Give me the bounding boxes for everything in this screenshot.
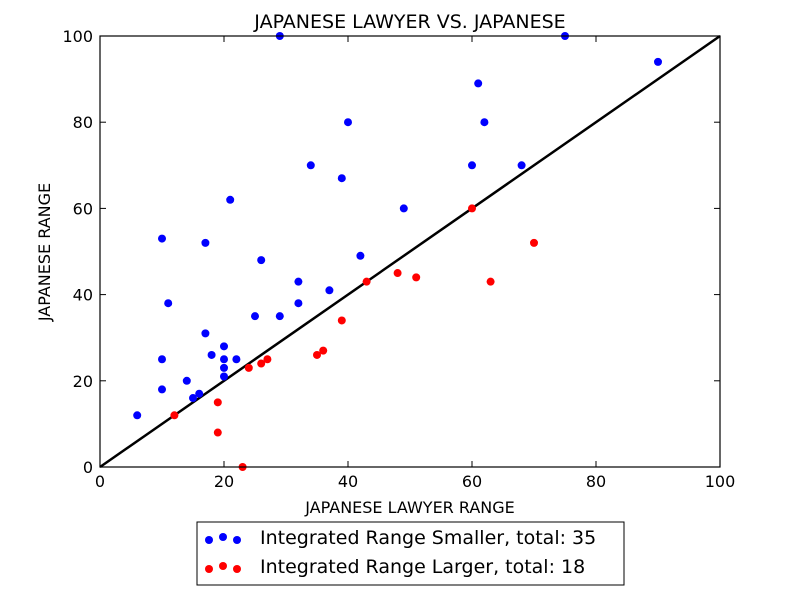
data-point-larger	[530, 238, 538, 247]
legend-marker	[205, 536, 213, 544]
y-axis-label: JAPANESE RANGE	[35, 183, 54, 322]
axis-ticks: 0 20 40 60 80 100 0 20 40 60 80 100	[62, 27, 735, 491]
data-point-larger	[244, 363, 253, 372]
data-point-smaller	[133, 411, 142, 420]
legend-markers	[205, 533, 241, 573]
data-point-smaller	[306, 161, 315, 170]
data-point-smaller	[158, 355, 166, 364]
data-point-smaller	[257, 256, 266, 265]
data-point-smaller	[189, 394, 197, 403]
data-point-smaller	[654, 57, 662, 66]
legend-marker	[233, 536, 241, 544]
x-axis-label: JAPANESE LAWYER RANGE	[304, 498, 515, 517]
data-point-smaller	[158, 234, 166, 243]
y-tick-label: 100	[62, 27, 93, 46]
data-point-smaller	[468, 161, 476, 170]
data-point-larger	[257, 359, 266, 368]
plot-marks	[99, 32, 721, 471]
data-point-smaller	[182, 376, 191, 385]
data-point-larger	[313, 350, 321, 359]
data-point-smaller	[337, 174, 346, 183]
data-point-smaller	[232, 355, 241, 364]
x-tick-label: 20	[214, 472, 234, 491]
data-point-larger	[263, 355, 272, 364]
y-tick-label: 80	[73, 113, 93, 132]
data-point-smaller	[325, 286, 334, 295]
data-point-smaller	[164, 299, 173, 308]
data-point-larger	[468, 204, 476, 213]
data-point-smaller	[294, 299, 303, 308]
y-tick-label: 0	[83, 458, 93, 477]
x-tick-label: 40	[338, 472, 358, 491]
data-point-larger	[213, 398, 222, 407]
y-tick-label: 60	[73, 199, 93, 218]
data-point-larger	[486, 277, 495, 286]
data-point-smaller	[474, 79, 483, 88]
plot-frame	[99, 35, 721, 468]
data-point-larger	[337, 316, 346, 325]
legend: Integrated Range Smaller, total: 35 Inte…	[196, 521, 625, 586]
data-point-smaller	[207, 350, 216, 359]
legend-marker	[205, 565, 213, 573]
data-point-smaller	[399, 204, 408, 213]
data-point-smaller	[201, 238, 210, 247]
data-point-smaller	[220, 372, 228, 381]
data-point-smaller	[251, 312, 259, 321]
data-point-smaller	[226, 195, 235, 204]
data-point-smaller	[220, 363, 228, 372]
x-tick-label: 80	[586, 472, 606, 491]
data-point-larger	[170, 411, 179, 420]
y-tick-label: 20	[73, 372, 93, 391]
x-tick-label: 0	[95, 472, 105, 491]
legend-marker	[233, 565, 241, 573]
data-point-larger	[213, 428, 222, 437]
data-point-smaller	[356, 251, 365, 260]
y-tick-label: 40	[73, 286, 93, 305]
data-point-smaller	[294, 277, 303, 286]
data-point-smaller	[517, 161, 526, 170]
x-tick-label: 60	[462, 472, 482, 491]
legend-label-larger: Integrated Range Larger, total: 18	[260, 556, 585, 578]
data-point-smaller	[344, 118, 352, 127]
legend-frame	[196, 521, 625, 586]
data-point-smaller	[275, 312, 284, 321]
legend-marker	[219, 562, 227, 570]
diagonal-reference-line	[99, 34, 721, 469]
data-point-larger	[362, 277, 371, 286]
data-point-larger	[319, 346, 328, 355]
data-point-smaller	[195, 389, 204, 398]
legend-marker	[219, 533, 227, 541]
data-point-smaller	[201, 329, 210, 338]
data-point-larger	[412, 273, 421, 282]
data-point-smaller	[220, 355, 228, 364]
legend-label-smaller: Integrated Range Smaller, total: 35	[260, 527, 596, 549]
data-point-smaller	[220, 342, 228, 351]
data-point-smaller	[158, 385, 166, 394]
data-point-smaller	[480, 118, 489, 127]
x-tick-label: 100	[705, 472, 736, 491]
data-point-larger	[393, 269, 402, 278]
chart-title: JAPANESE LAWYER VS. JAPANESE	[253, 11, 565, 33]
